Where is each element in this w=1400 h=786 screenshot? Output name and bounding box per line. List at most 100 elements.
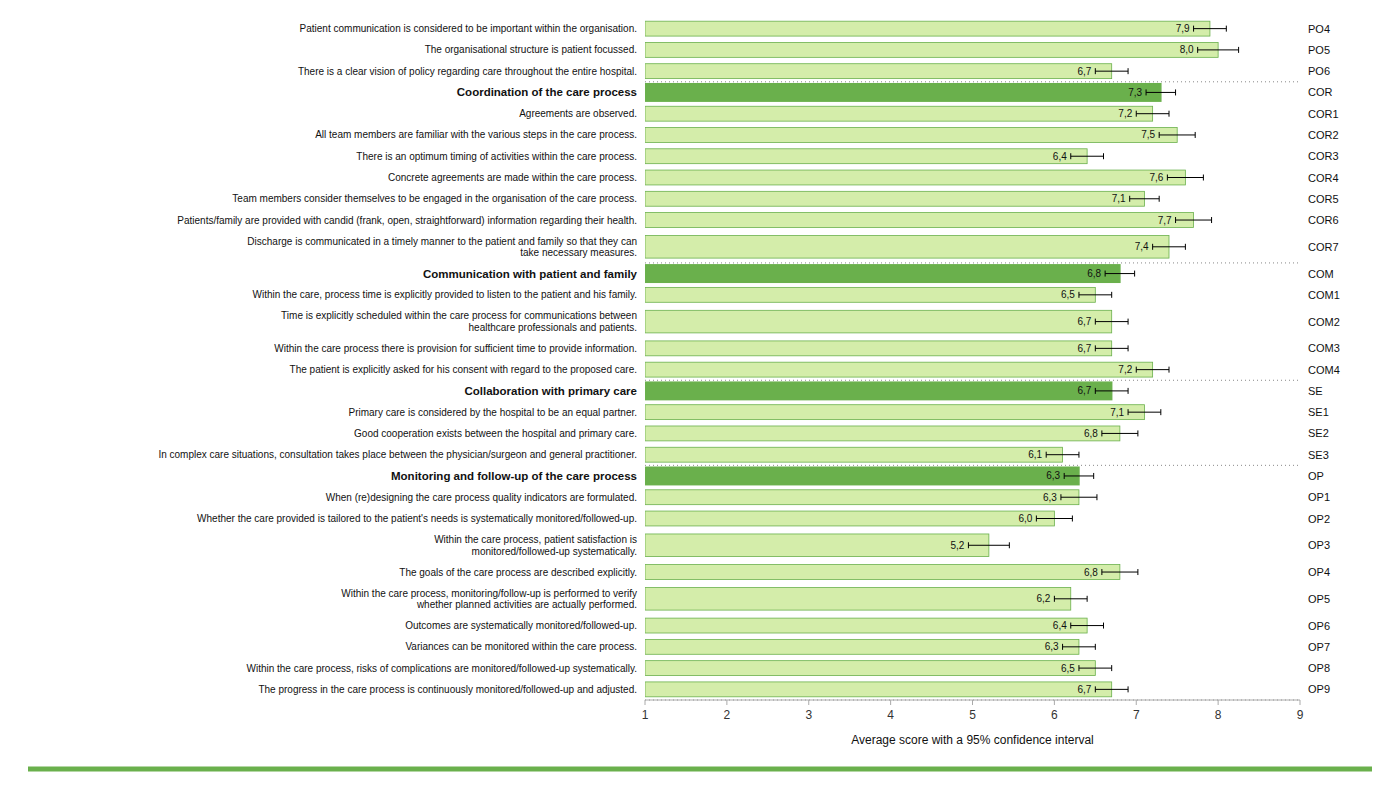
code-label: COM1 (1308, 289, 1340, 301)
value-label: 6,2 (1036, 593, 1050, 604)
category-label: Team members consider themselves to be e… (232, 193, 637, 204)
tick-label: 1 (642, 708, 649, 722)
value-label: 6,3 (1043, 492, 1057, 503)
category-label: When (re)designing the care process qual… (326, 492, 637, 503)
code-label: SE1 (1308, 406, 1329, 418)
bar (645, 467, 1079, 484)
bar (645, 490, 1079, 505)
code-label: OP1 (1308, 491, 1330, 503)
error-bar (1061, 494, 1097, 500)
code-label: OP8 (1308, 662, 1330, 674)
category-label: Communication with patient and family (423, 268, 638, 280)
category-label: In complex care situations, consultation… (158, 449, 637, 460)
tick (1136, 700, 1137, 705)
bar (645, 447, 1063, 462)
value-label: 6,7 (1077, 343, 1091, 354)
category-label: Primary care is considered by the hospit… (349, 407, 638, 418)
code-label: COM2 (1308, 316, 1340, 328)
value-label: 7,1 (1110, 407, 1124, 418)
error-bar (1079, 665, 1112, 671)
value-label: 5,2 (951, 540, 965, 551)
code-label: COR7 (1308, 241, 1339, 253)
category-label: The goals of the care process are descri… (399, 567, 637, 578)
bar (645, 213, 1194, 228)
code-label: COR (1308, 86, 1333, 98)
category-label: The organisational structure is patient … (425, 44, 637, 55)
bar (645, 106, 1153, 121)
error-bar (1064, 473, 1093, 479)
category-label: Outcomes are systematically monitored/fo… (405, 620, 637, 631)
value-label: 6,3 (1045, 641, 1059, 652)
error-bar (1153, 244, 1186, 250)
tick (726, 700, 727, 705)
category-label: Patients/family are provided with candid… (177, 215, 637, 226)
bar (645, 170, 1185, 185)
error-bar (1054, 596, 1087, 602)
error-bar (1036, 516, 1072, 522)
error-bar (1095, 388, 1128, 394)
bar (645, 21, 1210, 36)
category-label: There is an optimum timing of activities… (356, 151, 637, 162)
code-label: COR2 (1308, 129, 1339, 141)
error-bar (1128, 409, 1161, 415)
category-label: Patient communication is considered to b… (300, 23, 637, 34)
axis-title: Average score with a 95% confidence inte… (851, 733, 1094, 747)
error-bar (1146, 89, 1175, 95)
tick-label: 6 (1051, 708, 1058, 722)
tick (1218, 700, 1219, 705)
error-bar (1063, 644, 1096, 650)
category-label: Within the care process, monitoring/foll… (341, 588, 637, 611)
bar (645, 341, 1112, 356)
category-label: There is a clear vision of policy regard… (298, 66, 637, 77)
separators (645, 82, 1300, 700)
error-bar (1095, 686, 1128, 692)
error-bar (1079, 292, 1112, 298)
bar (645, 588, 1071, 611)
tick-label: 9 (1297, 708, 1304, 722)
bar (645, 382, 1112, 399)
error-bar (1198, 47, 1239, 53)
tick (808, 700, 809, 705)
value-label: 6,1 (1028, 449, 1042, 460)
x-axis: 123456789 (642, 700, 1304, 722)
value-label: 6,5 (1061, 663, 1075, 674)
bar (645, 310, 1112, 333)
error-bar (1136, 111, 1169, 117)
value-label: 6,5 (1061, 289, 1075, 300)
error-bar (1130, 196, 1159, 202)
code-label: SE (1308, 385, 1323, 397)
code-label: COR6 (1308, 214, 1339, 226)
separator (645, 81, 1300, 82)
category-label: Variances can be monitored within the ca… (405, 641, 637, 652)
code-label: COR5 (1308, 193, 1339, 205)
tick (890, 700, 891, 705)
error-bar (1102, 569, 1138, 575)
category-label: Monitoring and follow-up of the care pro… (391, 470, 637, 482)
value-label: 6,7 (1077, 684, 1091, 695)
category-label: All team members are familiar with the v… (315, 129, 637, 140)
bar (645, 426, 1120, 441)
error-bar (1046, 452, 1079, 458)
bars (645, 21, 1239, 697)
separator (645, 465, 1300, 466)
category-label: Time is explicitly scheduled within the … (281, 310, 637, 333)
tick-label: 5 (969, 708, 976, 722)
value-label: 6,0 (1018, 513, 1032, 524)
value-label: 7,5 (1141, 129, 1155, 140)
value-label: 6,7 (1077, 316, 1091, 327)
code-label: SE2 (1308, 427, 1329, 439)
code-label: OP (1308, 470, 1324, 482)
error-bar (1176, 217, 1212, 223)
code-label: COM (1308, 268, 1334, 280)
bar (645, 534, 989, 557)
bar (645, 639, 1079, 654)
error-bar (1167, 175, 1203, 181)
value-label: 6,4 (1053, 620, 1067, 631)
bar (645, 149, 1087, 164)
category-label: Coordination of the care process (457, 86, 637, 98)
code-label: COR3 (1308, 150, 1339, 162)
bar (645, 64, 1112, 79)
category-label: Within the care process, risks of compli… (246, 663, 637, 674)
value-label: 7,3 (1128, 87, 1142, 98)
error-bar (1105, 271, 1134, 277)
